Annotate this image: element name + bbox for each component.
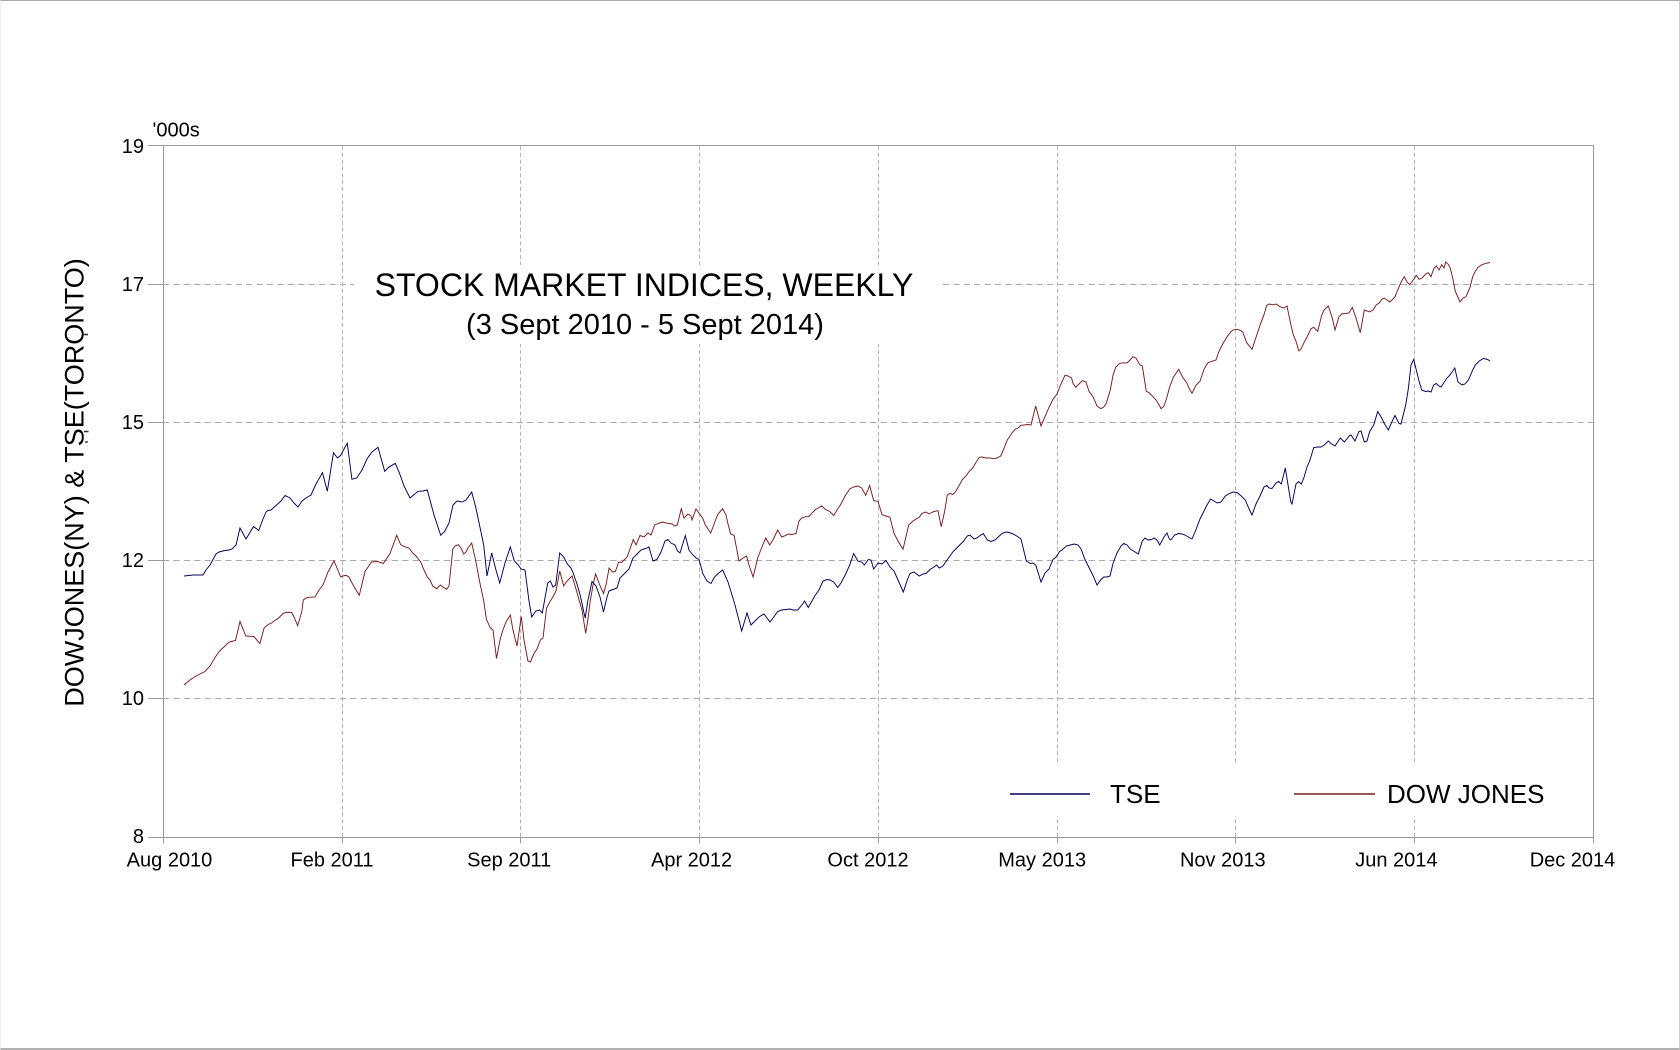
- svg-text:Jun 2014: Jun 2014: [1355, 850, 1437, 872]
- svg-text:10: 10: [122, 688, 144, 710]
- svg-text:'000s: '000s: [153, 120, 200, 142]
- svg-text:12: 12: [122, 550, 144, 572]
- svg-text:Feb 2011: Feb 2011: [290, 850, 373, 872]
- svg-text:TSE: TSE: [1110, 779, 1161, 809]
- svg-text:Nov 2013: Nov 2013: [1180, 850, 1266, 872]
- svg-text:STOCK MARKET INDICES, WEEKLY: STOCK MARKET INDICES, WEEKLY: [375, 267, 914, 303]
- svg-text:May 2013: May 2013: [998, 850, 1086, 872]
- svg-text:Oct 2012: Oct 2012: [827, 850, 908, 872]
- svg-text:DOWJONES(NY) & TSE(TORONTO): DOWJONES(NY) & TSE(TORONTO): [60, 258, 90, 707]
- svg-text:15: 15: [122, 412, 144, 434]
- svg-text:19: 19: [122, 136, 144, 158]
- svg-text:Apr 2012: Apr 2012: [651, 850, 732, 872]
- svg-text:17: 17: [122, 274, 144, 296]
- svg-text:DOW JONES: DOW JONES: [1387, 779, 1544, 809]
- svg-text:Dec 2014: Dec 2014: [1530, 850, 1616, 872]
- svg-text:Aug 2010: Aug 2010: [127, 850, 213, 872]
- svg-text:8: 8: [133, 826, 144, 848]
- svg-text:(3 Sept 2010 - 5 Sept 2014): (3 Sept 2010 - 5 Sept 2014): [466, 309, 824, 341]
- svg-text:Sep 2011: Sep 2011: [467, 850, 551, 872]
